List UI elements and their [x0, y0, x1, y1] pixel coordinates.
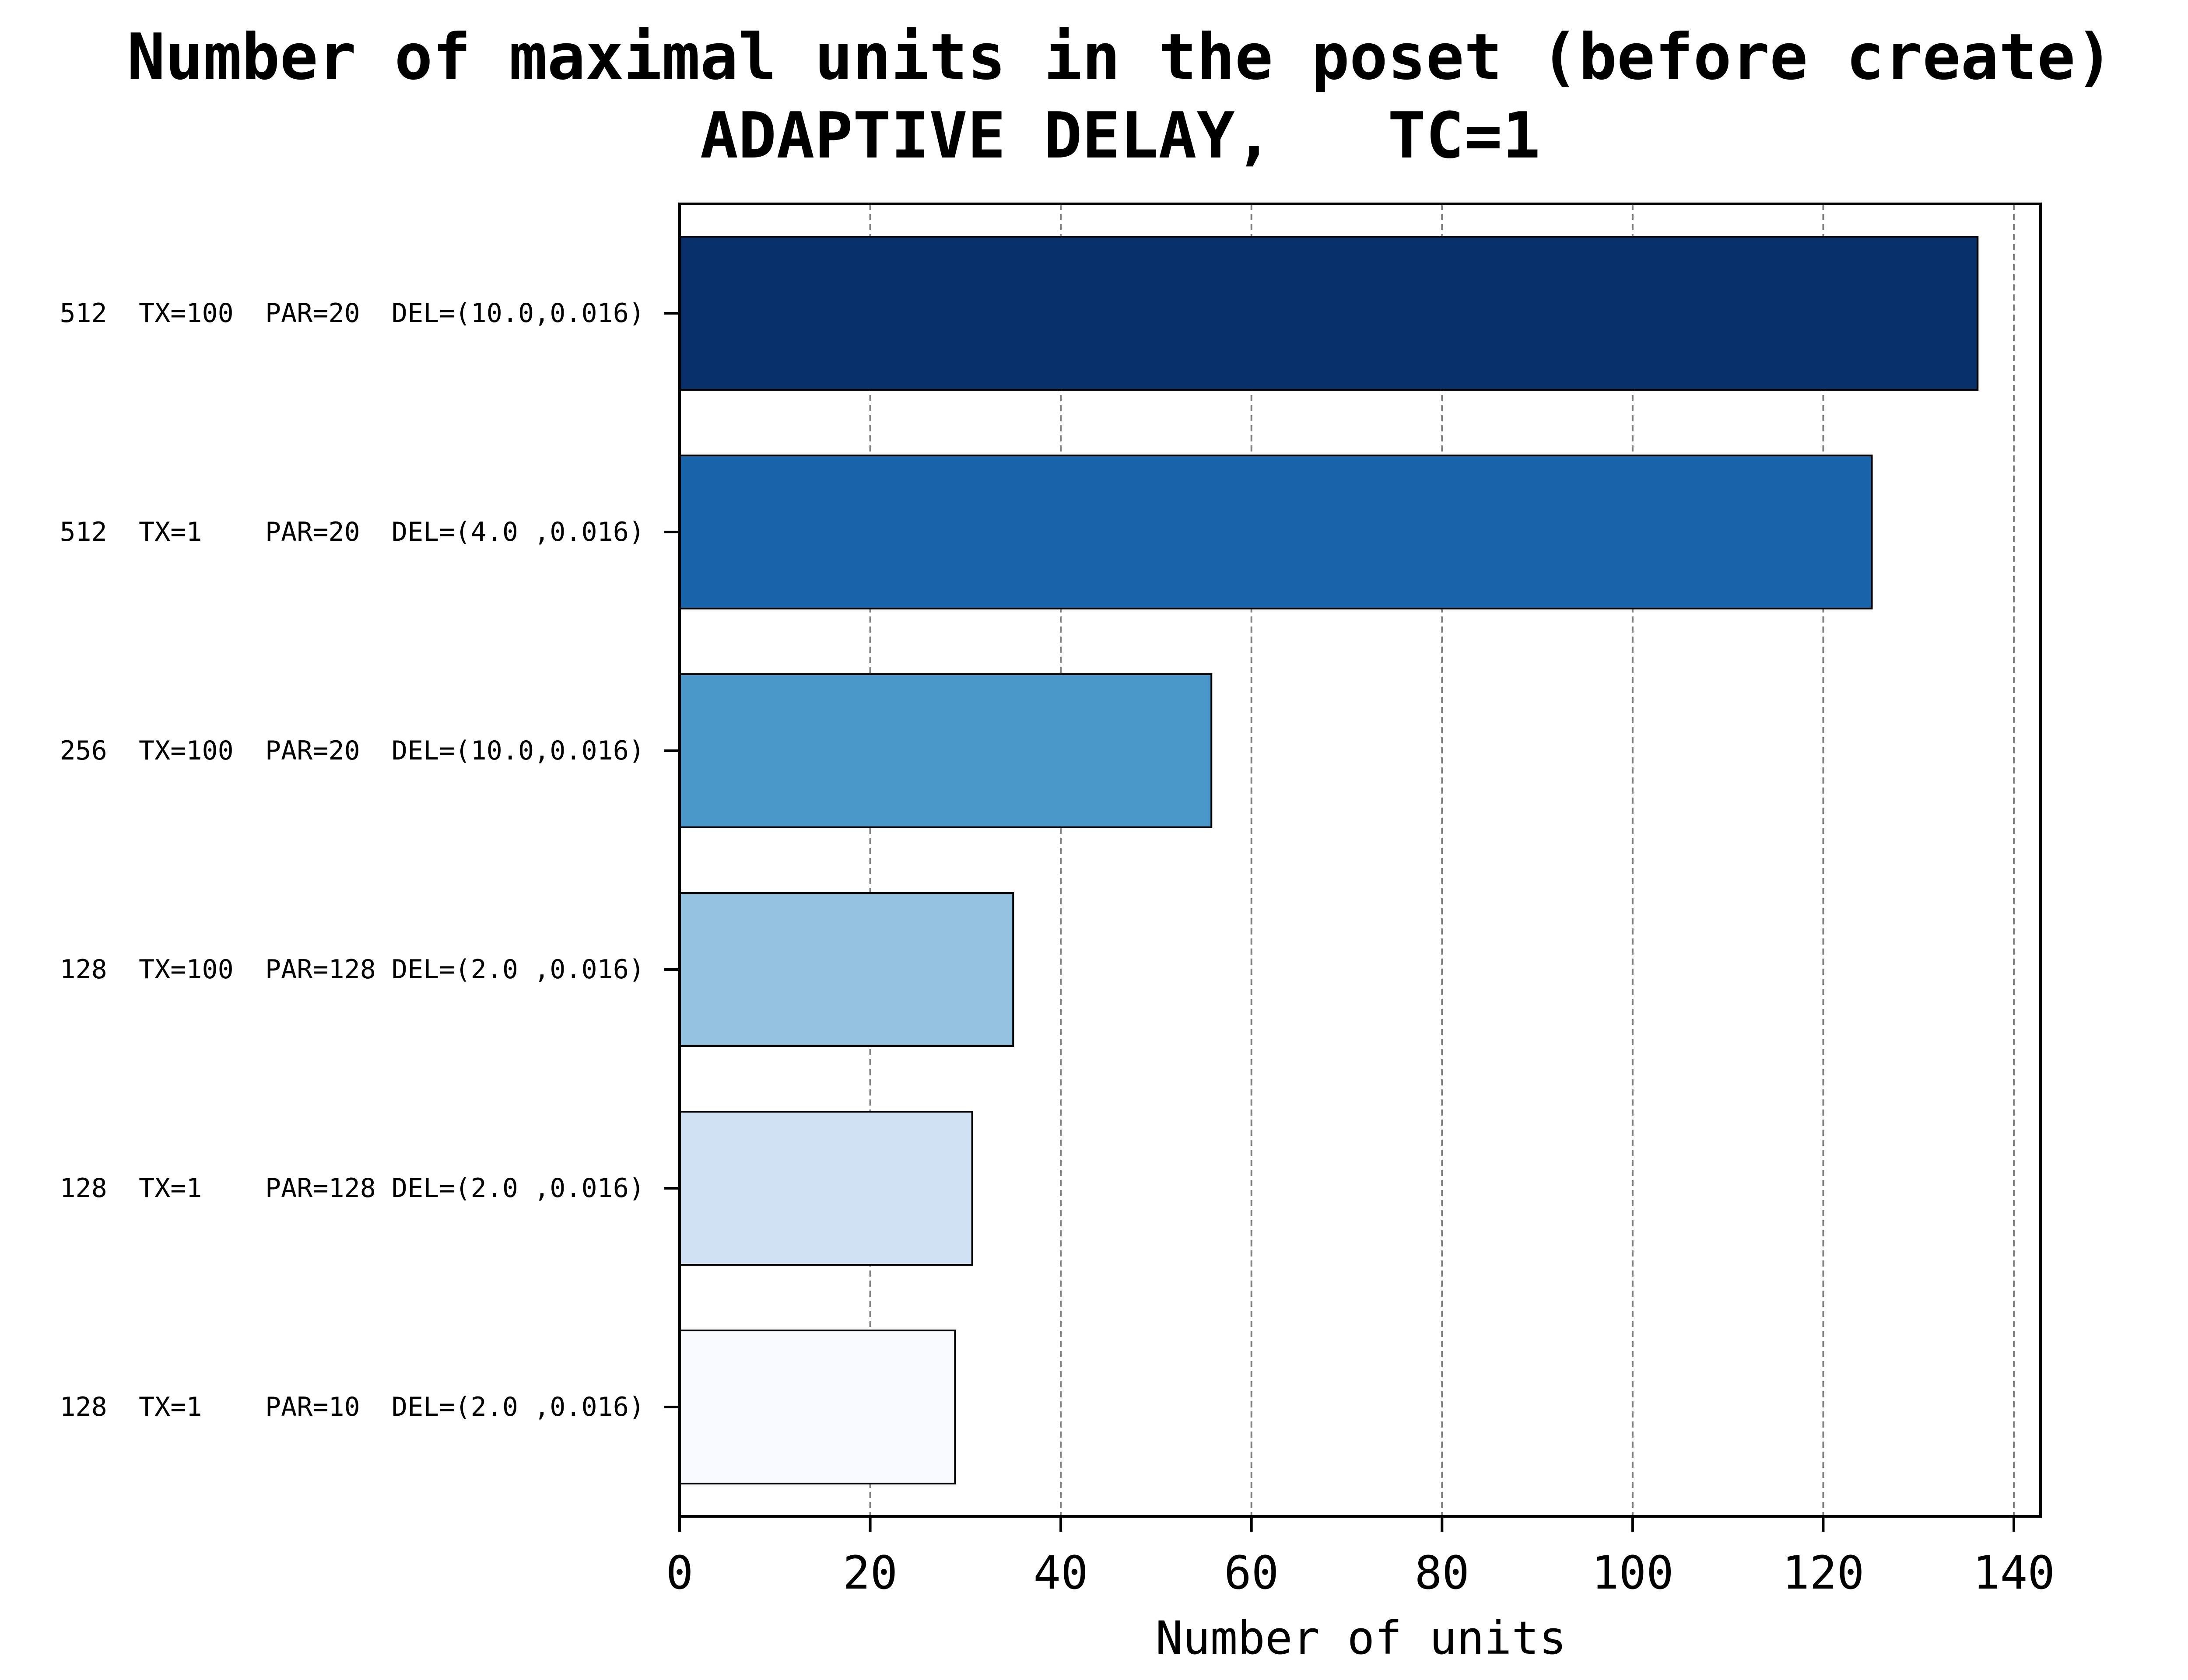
y-tick-label: 128 TX=1 PAR=128 DEL=(2.0 ,0.016) [60, 1173, 645, 1204]
x-tick-label: 80 [1415, 1546, 1469, 1600]
axes [664, 203, 2042, 1532]
x-tick-label: 40 [1034, 1546, 1088, 1600]
bar [679, 455, 1873, 609]
y-tick-labels: 512 TX=100 PAR=20 DEL=(10.0,0.016) 512 TX… [60, 298, 645, 1422]
x-tick-label: 120 [1782, 1546, 1865, 1600]
bar [679, 236, 1979, 391]
x-axis-label: Number of units [1155, 1611, 1566, 1665]
y-tick-label: 512 TX=100 PAR=20 DEL=(10.0,0.016) [60, 298, 645, 329]
y-tick-label: 128 TX=1 PAR=10 DEL=(2.0 ,0.016) [60, 1392, 645, 1422]
x-tick-label: 140 [1973, 1546, 2055, 1600]
y-tick-label: 512 TX=1 PAR=20 DEL=(4.0 ,0.016) [60, 517, 645, 547]
chart-subtitle: ADAPTIVE DELAY, TC=1 [700, 99, 1541, 173]
x-tick-label: 20 [843, 1546, 898, 1600]
x-tick-label: 60 [1224, 1546, 1279, 1600]
plot-frame [678, 203, 2042, 1518]
grid-lines [679, 204, 2015, 1516]
x-tick-label: 0 [666, 1546, 694, 1600]
bar [679, 1111, 973, 1266]
y-tick-label: 128 TX=100 PAR=128 DEL=(2.0 ,0.016) [60, 954, 645, 985]
chart-title: Number of maximal units in the poset (be… [127, 20, 2113, 94]
bar [679, 1330, 956, 1484]
bar [679, 673, 1213, 828]
y-tick-label: 256 TX=100 PAR=20 DEL=(10.0,0.016) [60, 735, 645, 766]
x-tick-label: 100 [1592, 1546, 1674, 1600]
bars [679, 236, 1979, 1484]
bar [679, 892, 1014, 1047]
x-tick-labels: 0 20 40 60 80 100 120 140 [666, 1546, 2055, 1600]
